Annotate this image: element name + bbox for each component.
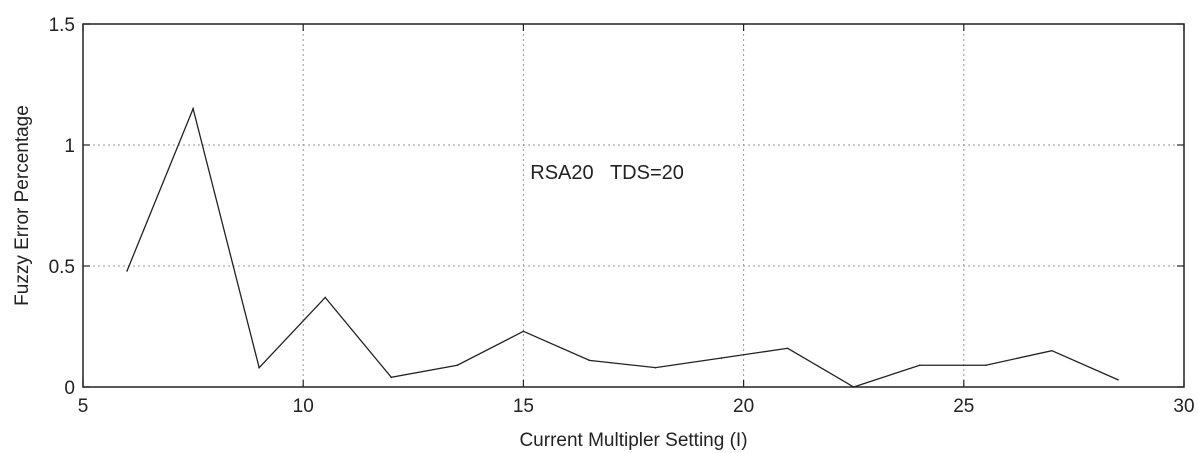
x-tick-label: 30 xyxy=(1173,396,1194,417)
data-point xyxy=(324,296,327,299)
data-point xyxy=(918,364,921,367)
chart-annotation: RSA20 TDS=20 xyxy=(530,162,684,184)
x-tick-label: 15 xyxy=(513,396,534,417)
data-point xyxy=(522,330,525,333)
grid xyxy=(83,24,1184,387)
y-tick-label: 0 xyxy=(64,378,75,399)
data-point xyxy=(1051,349,1053,352)
data-point xyxy=(1117,378,1119,381)
x-tick-label: 5 xyxy=(78,396,89,417)
plot-area-frame xyxy=(82,23,1185,388)
x-tick-label: 10 xyxy=(293,396,314,417)
data-point xyxy=(985,364,987,367)
data-point xyxy=(852,386,855,388)
series-layer xyxy=(126,106,1119,388)
data-point xyxy=(258,366,260,369)
y-tick-label: 1.5 xyxy=(49,15,75,36)
data-point xyxy=(390,376,393,379)
data-point xyxy=(588,359,591,362)
y-tick-label: 0.5 xyxy=(49,257,75,278)
data-point xyxy=(192,107,194,110)
data-point xyxy=(720,357,723,359)
y-tick-label: 1 xyxy=(64,136,75,157)
x-tick-label: 20 xyxy=(733,396,754,417)
y-axis-label: Fuzzy Error Percentage xyxy=(12,105,33,306)
data-point xyxy=(126,270,128,272)
series-line xyxy=(126,106,1119,388)
x-tick-label: 25 xyxy=(953,396,974,417)
data-point xyxy=(456,364,459,367)
x-axis-label: Current Multipler Setting (I) xyxy=(519,430,747,451)
data-point xyxy=(654,366,657,369)
data-point xyxy=(786,347,789,350)
y-axis-ticks: 0 0.5 1 1.5 xyxy=(49,15,1184,399)
x-axis-ticks: 5 10 15 20 25 30 xyxy=(78,24,1195,417)
